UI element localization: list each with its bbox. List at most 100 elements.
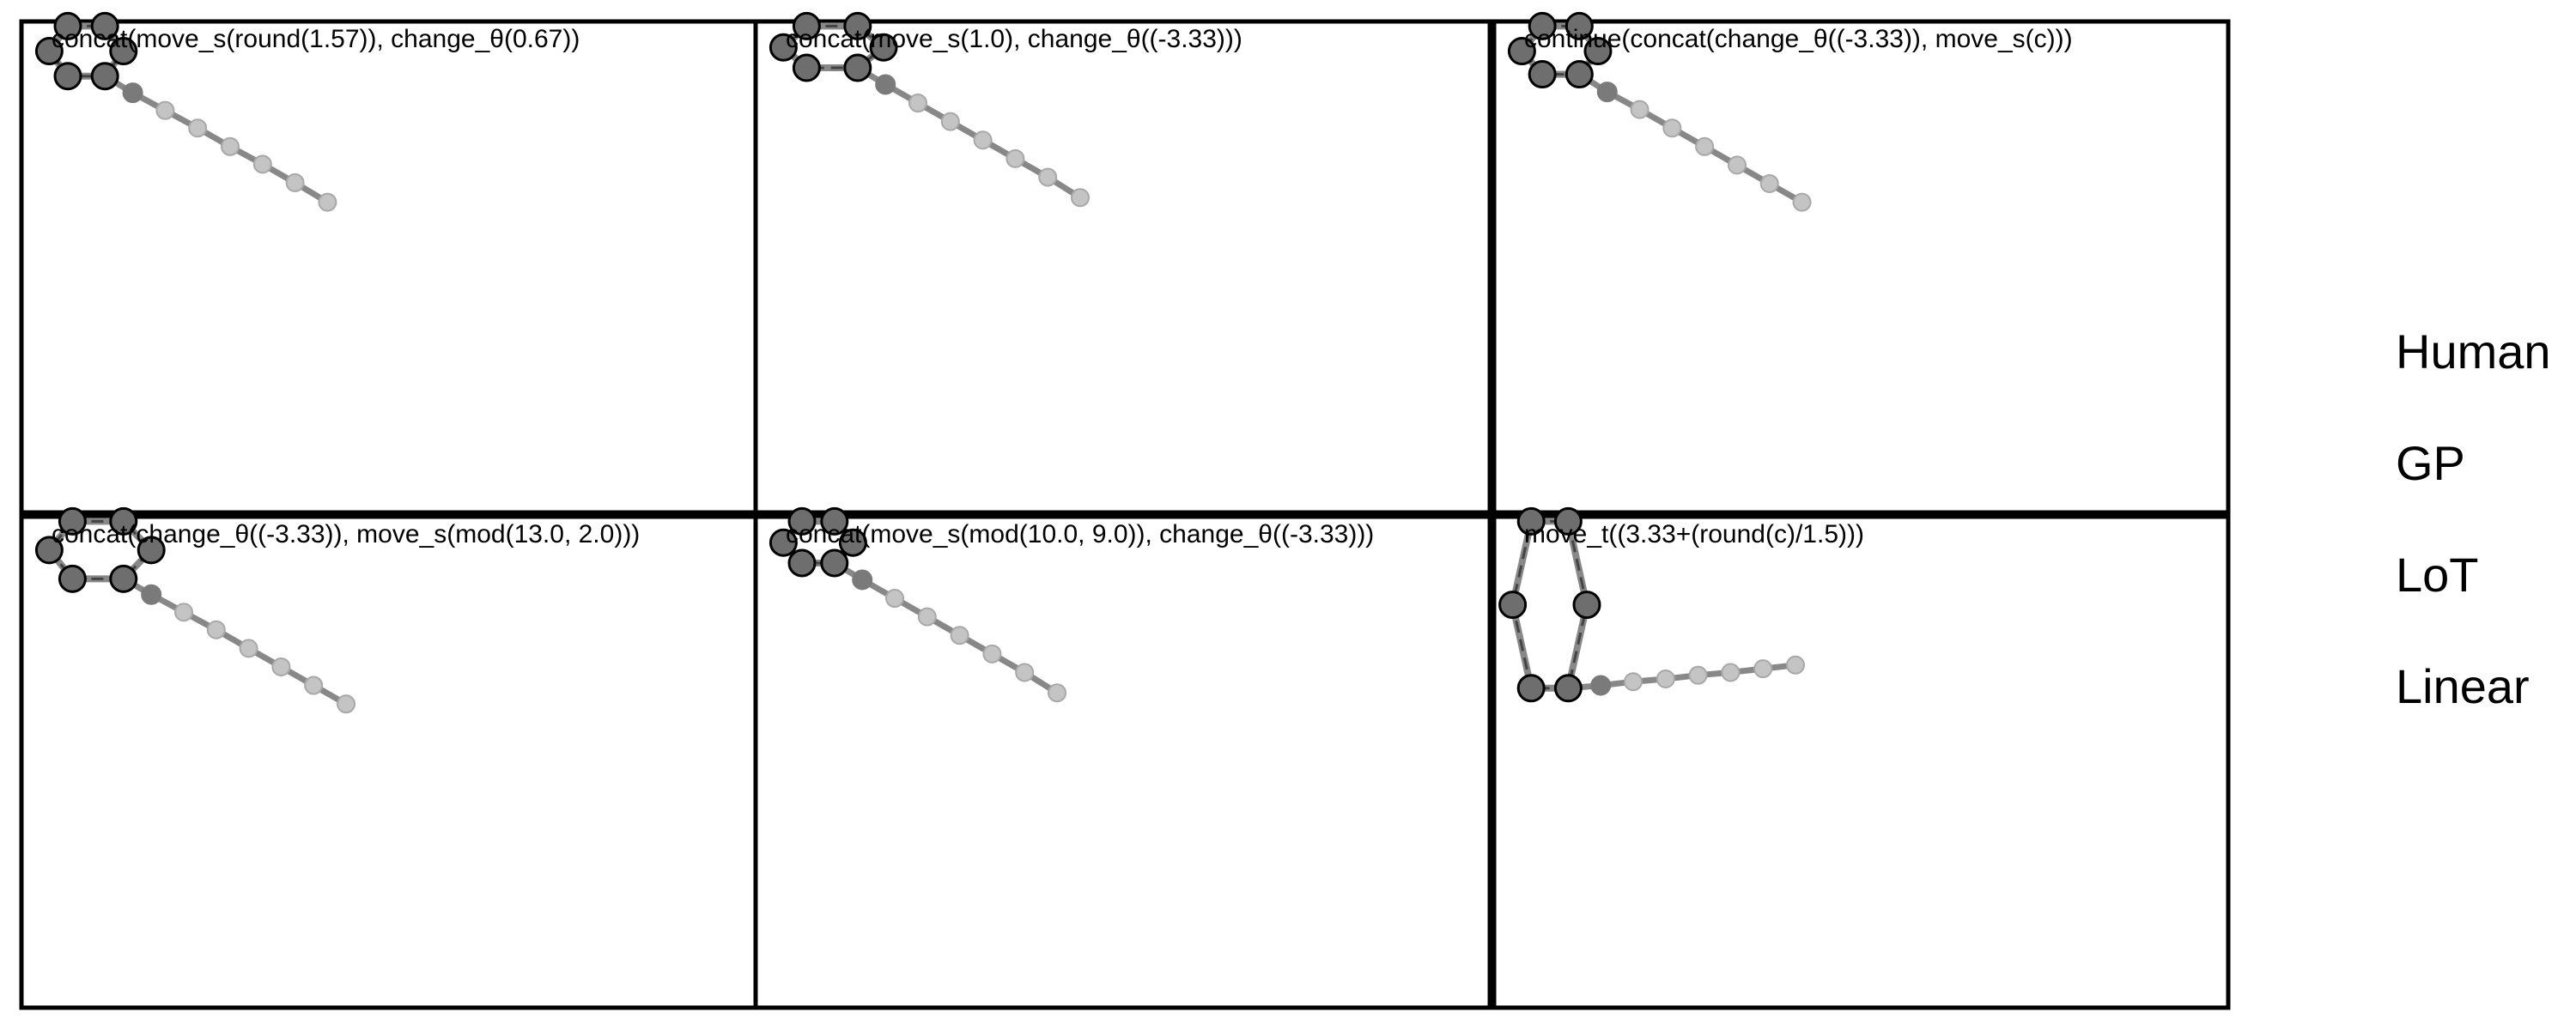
panel-label: concat(move_s(round(1.57)), change_θ(0.6…: [52, 25, 580, 53]
vertex-point: [34, 536, 64, 565]
trail-point: [1695, 136, 1715, 156]
trail-point: [1688, 665, 1708, 685]
vertex-point: [1553, 506, 1583, 536]
vertex-point: [1528, 60, 1557, 89]
vertex-point: [869, 33, 898, 62]
panel-label: continue(concat(change_θ((-3.33)), move_…: [1524, 25, 2073, 53]
vertex-point: [90, 11, 119, 40]
trail-point: [1662, 118, 1682, 138]
trail-point: [1596, 82, 1618, 103]
trail-point: [285, 173, 305, 192]
vertex-point: [137, 536, 166, 565]
vertex-point: [53, 11, 82, 40]
vertex-point: [1516, 674, 1546, 703]
vertex-point: [1564, 11, 1594, 40]
vertex-point: [109, 37, 138, 66]
panel-label: concat(move_s(1.0), change_θ((-3.33))): [786, 25, 1242, 53]
trail-point: [239, 639, 258, 658]
vertex-point: [820, 548, 849, 578]
trail-point: [1727, 155, 1747, 175]
trail-point: [875, 74, 896, 95]
panel-2: concat(move_s(1.0), change_θ((-3.33))): [753, 11, 1492, 515]
vertex-point: [769, 528, 798, 557]
trail-point: [1590, 675, 1612, 696]
vertex-point: [1507, 37, 1536, 66]
trail-point: [1630, 100, 1649, 119]
vertex-point: [1583, 37, 1613, 66]
vertex-point: [820, 506, 849, 536]
vertex-point: [838, 528, 867, 557]
vertex-point: [1516, 506, 1546, 536]
panel-frame: [1492, 19, 2231, 515]
trail-point: [304, 676, 324, 695]
panel-5: concat(move_s(mod(10.0, 9.0)), change_θ(…: [753, 506, 1492, 1010]
vertex-point: [1572, 591, 1601, 620]
vertex-point: [792, 53, 821, 82]
trail-point: [1721, 663, 1741, 682]
vertex-point: [58, 506, 87, 536]
panel-4: concat(change_θ((-3.33)), move_s(mod(13.…: [19, 506, 758, 1010]
trail-point: [206, 620, 226, 639]
trail-point: [908, 94, 927, 113]
vertex-point: [787, 548, 817, 578]
vertex-point: [109, 564, 138, 593]
trail-point: [1015, 663, 1035, 682]
trail-point: [155, 100, 175, 120]
trail-point: [337, 694, 355, 714]
trail-point: [940, 112, 960, 131]
vertex-point: [1553, 674, 1583, 703]
panel-label: move_t((3.33+(round(c)/1.5))): [1524, 520, 1864, 548]
legend-linear: Linear: [2396, 659, 2530, 713]
vertex-point: [769, 33, 798, 62]
panel-frame: [753, 514, 1492, 1010]
legend-human: Human: [2396, 324, 2551, 379]
vertex-point: [58, 564, 87, 593]
trail-point: [1048, 683, 1066, 703]
trail-point: [221, 136, 240, 156]
trail-point: [252, 154, 272, 174]
vertex-point: [53, 62, 82, 91]
trail-point: [1792, 192, 1812, 212]
legend-gp: GP: [2396, 436, 2465, 490]
trail-point: [141, 584, 162, 605]
trail-point: [1753, 659, 1773, 679]
vertex-point: [34, 37, 64, 66]
trail-point: [271, 657, 291, 676]
trail-point: [917, 607, 937, 627]
trail-point: [950, 626, 969, 645]
vertex-point: [1528, 11, 1557, 40]
panel-label: concat(change_θ((-3.33)), move_s(mod(13.…: [52, 520, 640, 548]
trail-point: [1624, 672, 1643, 692]
trail-point: [973, 130, 993, 150]
panel-frame: [753, 19, 1492, 515]
panel-frame: [1492, 514, 2231, 1010]
panel-6: move_t((3.33+(round(c)/1.5))): [1492, 506, 2231, 1010]
trail-point: [1759, 174, 1779, 193]
panel-label: concat(move_s(mod(10.0, 9.0)), change_θ(…: [786, 520, 1374, 548]
vertex-point: [792, 11, 821, 40]
trail-point: [122, 82, 143, 104]
panel-3: continue(concat(change_θ((-3.33)), move_…: [1492, 11, 2231, 515]
vertex-point: [1564, 60, 1594, 89]
vertex-point: [843, 11, 872, 40]
trail-point: [982, 644, 1002, 663]
vertex-point: [90, 62, 119, 91]
trail-point: [1656, 670, 1675, 688]
trail-point: [1005, 148, 1025, 168]
trail-point: [1038, 167, 1058, 187]
trail-point: [852, 569, 873, 591]
vertex-point: [109, 506, 138, 536]
legend-lot: LoT: [2396, 548, 2479, 602]
trail-point: [318, 192, 337, 212]
trail-point: [188, 118, 208, 138]
panel-frame: [19, 19, 758, 515]
trail-point: [1071, 188, 1090, 208]
vertex-point: [787, 506, 817, 536]
vertex-point: [1498, 591, 1528, 620]
legend: Human GP LoT Linear: [2396, 309, 2567, 755]
trail-point: [174, 603, 193, 622]
trail-point: [1786, 655, 1805, 675]
trail-point: [885, 589, 904, 609]
panel-1: concat(move_s(round(1.57)), change_θ(0.6…: [19, 11, 758, 515]
